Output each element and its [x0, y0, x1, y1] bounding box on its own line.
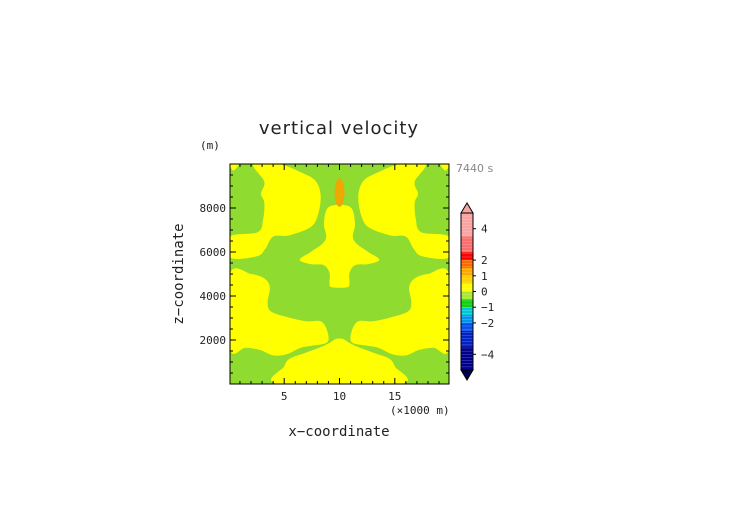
- field-region-top-left-corner: [230, 164, 239, 171]
- colorbar-bin: [461, 322, 473, 331]
- colorbar-bin: [461, 299, 473, 308]
- x-tick-label: 10: [333, 390, 346, 403]
- colorbar-tick-label: −4: [481, 348, 495, 361]
- y-tick-label: 8000: [200, 202, 227, 215]
- colorbar: 4 2 1 0 −1 −2 −4: [460, 202, 495, 381]
- colorbar-bin: [461, 307, 473, 316]
- field-region-left-band: [230, 268, 329, 356]
- y-tick-label: 2000: [200, 334, 227, 347]
- x-tick-label: 15: [388, 390, 401, 403]
- colorbar-under-arrow: [460, 369, 474, 381]
- colorbar-bin: [461, 283, 473, 292]
- field-region-top-right-lobe: [358, 164, 449, 259]
- colorbar-tick-label: 4: [481, 223, 488, 236]
- colorbar-tick-label: 1: [481, 270, 488, 283]
- y-tick-label: 4000: [200, 290, 227, 303]
- plot-area: [230, 164, 449, 384]
- colorbar-bin: [461, 346, 473, 370]
- y-tick-label: 6000: [200, 246, 227, 259]
- field-region-right-band: [350, 268, 449, 356]
- colorbar-bin: [461, 252, 473, 261]
- colorbar-bin: [461, 275, 473, 284]
- colorbar-tick-label: 2: [481, 254, 488, 267]
- colorbar-bin: [461, 330, 473, 347]
- field-region-central-column: [299, 204, 380, 288]
- x-axis-label: x−coordinate: [288, 424, 389, 440]
- y-axis-unit: (m): [200, 139, 220, 152]
- colorbar-tick-label: 0: [481, 286, 488, 299]
- colorbar-over-arrow: [460, 202, 474, 214]
- colorbar-bin: [461, 236, 473, 253]
- field-region-top-right-corner: [440, 164, 449, 171]
- y-axis-label: z−coordinate: [171, 223, 187, 324]
- colorbar-bin: [461, 260, 473, 268]
- colorbar-bin: [461, 291, 473, 300]
- colorbar-tick-label: −2: [481, 317, 494, 330]
- y-axis-ticks: 2000 4000 6000 8000: [200, 174, 449, 374]
- x-tick-label: 5: [281, 390, 288, 403]
- x-axis-unit: (×1000 m): [390, 404, 450, 417]
- field-region-core-bottom-hole: [331, 307, 348, 315]
- colorbar-bin: [461, 267, 473, 276]
- time-label: 7440 s: [456, 162, 493, 175]
- field-region-bottom-band: [271, 338, 408, 384]
- field-region-upper-core: [334, 178, 345, 207]
- x-axis-ticks: 5 10 15: [239, 164, 440, 403]
- colorbar-bin: [461, 315, 473, 323]
- colorbar-bin: [461, 213, 473, 237]
- colorbar-tick-label: −1: [481, 301, 494, 314]
- chart-title: vertical velocity: [259, 118, 419, 139]
- field-region-top-left-lobe: [230, 164, 321, 259]
